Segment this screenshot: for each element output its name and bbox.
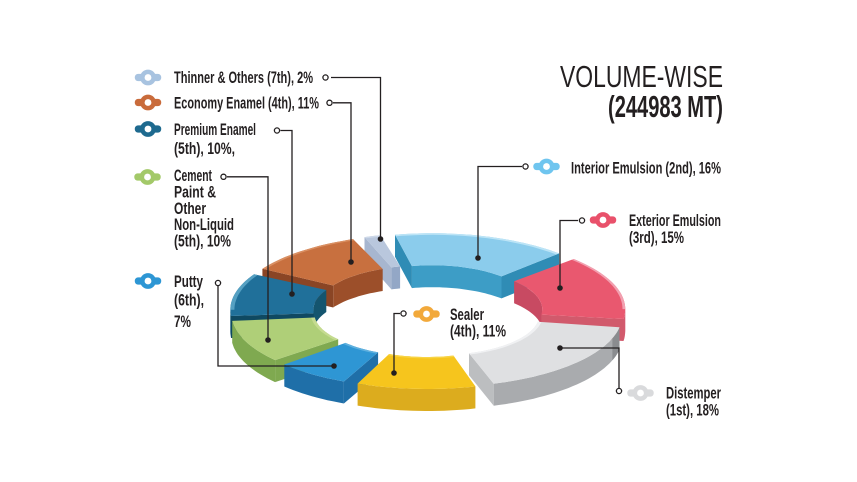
- svg-text:(5th), 10%,: (5th), 10%,: [174, 139, 235, 158]
- svg-text:(4th), 11%: (4th), 11%: [450, 322, 506, 341]
- svg-text:Economy Enamel (4th), 11%: Economy Enamel (4th), 11%: [174, 94, 319, 113]
- svg-text:Other: Other: [174, 199, 206, 218]
- svg-text:Interior Emulsion (2nd), 16%: Interior Emulsion (2nd), 16%: [571, 159, 721, 178]
- svg-text:Non-Liquid: Non-Liquid: [174, 215, 234, 234]
- svg-text:Distemper: Distemper: [666, 384, 721, 403]
- svg-text:VOLUME-WISE: VOLUME-WISE: [560, 59, 723, 94]
- svg-text:Cement: Cement: [174, 166, 212, 185]
- svg-text:(3rd), 15%: (3rd), 15%: [629, 228, 684, 247]
- svg-text:Paint &: Paint &: [174, 182, 216, 201]
- svg-text:(244983 MT): (244983 MT): [608, 89, 723, 124]
- svg-text:Sealer: Sealer: [450, 305, 484, 324]
- svg-text:Putty: Putty: [174, 272, 203, 291]
- svg-text:Exterior Emulsion: Exterior Emulsion: [629, 211, 721, 230]
- svg-text:(5th), 10%: (5th), 10%: [174, 232, 231, 251]
- svg-text:Thinner & Others (7th), 2%: Thinner & Others (7th), 2%: [174, 68, 313, 87]
- svg-text:7%: 7%: [174, 312, 191, 331]
- svg-text:(6th),: (6th),: [174, 291, 204, 310]
- svg-text:Premium Enamel: Premium Enamel: [174, 120, 256, 139]
- svg-text:(1st), 18%: (1st), 18%: [666, 401, 719, 420]
